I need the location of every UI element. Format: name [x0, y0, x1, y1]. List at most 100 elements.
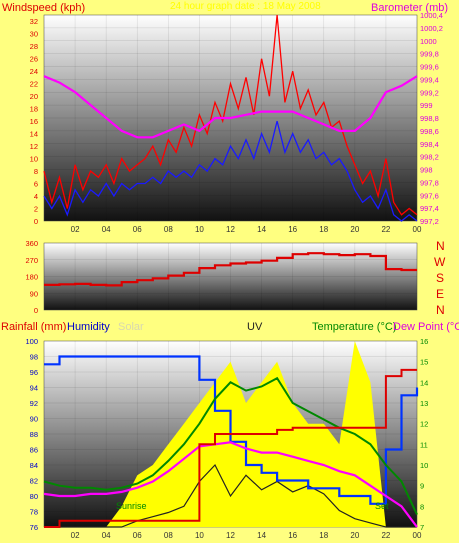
y-tick-label: 997,6: [420, 191, 439, 200]
y-tick-label: 180: [25, 273, 38, 282]
x-tick-label: 12: [226, 531, 235, 540]
y-tick-label: 16: [420, 337, 428, 346]
y-tick-label: 999: [420, 101, 433, 110]
compass-e: E: [436, 287, 444, 301]
y-tick-label: 86: [30, 446, 38, 455]
x-tick-label: 00: [413, 531, 422, 540]
x-tick-label: 12: [226, 225, 235, 234]
y-tick-label: 999,2: [420, 88, 439, 97]
y-tick-label: 2: [34, 205, 38, 214]
y-tick-label: 90: [30, 415, 38, 424]
y-tick-label: 92: [30, 399, 38, 408]
y-tick-label: 0: [34, 306, 38, 315]
x-tick-label: 08: [164, 531, 173, 540]
y-tick-label: 270: [25, 256, 38, 265]
y-tick-label: 78: [30, 508, 38, 517]
y-tick-label: 0: [34, 217, 38, 226]
y-tick-label: 28: [30, 42, 38, 51]
rainfall-line: [44, 368, 417, 528]
graph-date-title: 24 hour graph date : 18 May 2008: [170, 1, 321, 12]
y-tick-label: 997,4: [420, 204, 439, 213]
barometer-axis: 997,2 997,4 997,6 997,8 998 998,2 998,4 998,6 99…: [420, 11, 443, 226]
x-tick-label: 14: [257, 531, 266, 540]
temperature-axis: 7 8 9 10 11 12 13 14 15 16: [420, 337, 428, 532]
y-tick-label: 18: [30, 105, 38, 114]
x-tick-label: 04: [102, 225, 111, 234]
y-tick-label: 360: [25, 239, 38, 248]
x-tick-label: 08: [164, 225, 173, 234]
x-tick-label: 02: [71, 531, 80, 540]
dewpoint-line: [43, 441, 418, 528]
x-tick-label: 20: [350, 225, 359, 234]
x-tick-label: 02: [71, 225, 80, 234]
humidity-title: Humidity: [67, 321, 110, 333]
y-tick-label: 7: [420, 523, 424, 532]
y-tick-label: 997,8: [420, 178, 439, 187]
x-tick-label: 04: [102, 531, 111, 540]
y-tick-label: 84: [30, 461, 38, 470]
y-tick-label: 1000,4: [420, 11, 443, 20]
compass-n-bottom: N: [436, 303, 445, 317]
x-tick-label: 10: [195, 225, 204, 234]
barometer-line: [43, 75, 418, 139]
sunset-label: Set: [375, 501, 389, 511]
y-tick-label: 14: [30, 130, 38, 139]
wind-time-axis: 02 04 06 08 10 12 14 16 18 20 22 00: [71, 225, 422, 234]
humidity-axis: 76 78 80 82 84 86 88 90 92 94 96 98 100: [25, 337, 38, 532]
y-tick-label: 999,4: [420, 75, 439, 84]
temperature-line: [43, 376, 418, 516]
dewpoint-title: Dew Point (°C: [393, 321, 459, 333]
y-tick-label: 96: [30, 368, 38, 377]
y-tick-label: 14: [420, 378, 428, 387]
x-tick-label: 18: [319, 531, 328, 540]
y-tick-label: 15: [420, 358, 428, 367]
y-tick-label: 8: [420, 502, 424, 511]
x-tick-label: 16: [288, 531, 297, 540]
x-tick-label: 22: [381, 225, 390, 234]
y-tick-label: 30: [30, 30, 38, 39]
y-tick-label: 1000: [420, 37, 437, 46]
temperature-title: Temperature (°C): [312, 321, 396, 333]
x-tick-label: 18: [319, 225, 328, 234]
y-tick-label: 80: [30, 492, 38, 501]
x-tick-label: 00: [413, 225, 422, 234]
y-tick-label: 26: [30, 55, 38, 64]
y-tick-label: 82: [30, 477, 38, 486]
climate-time-axis: 02 04 06 08 10 12 14 16 18 20 22 00: [71, 531, 422, 540]
y-tick-label: 100: [25, 337, 38, 346]
x-tick-label: 06: [133, 225, 142, 234]
uv-line: [44, 463, 417, 528]
x-tick-label: 10: [195, 531, 204, 540]
y-tick-label: 76: [30, 523, 38, 532]
x-tick-label: 22: [381, 531, 390, 540]
compass-w: W: [434, 255, 446, 269]
direction-line: [44, 252, 417, 287]
windspeed-title: Windspeed (kph): [2, 2, 85, 14]
compass-s: S: [436, 271, 444, 285]
x-tick-label: 06: [133, 531, 142, 540]
y-tick-label: 9: [420, 482, 424, 491]
y-tick-label: 88: [30, 430, 38, 439]
y-tick-label: 94: [30, 384, 38, 393]
y-tick-label: 20: [30, 92, 38, 101]
compass-n-top: N: [436, 239, 445, 253]
rainfall-title: Rainfall (mm): [1, 321, 66, 333]
y-tick-label: 998,2: [420, 153, 439, 162]
y-tick-label: 10: [30, 155, 38, 164]
uv-title: UV: [247, 321, 263, 333]
y-tick-label: 4: [34, 192, 38, 201]
y-tick-label: 90: [30, 289, 38, 298]
y-tick-label: 12: [420, 420, 428, 429]
gust-line: [43, 120, 418, 222]
sunrise-label: Sunrise: [116, 501, 147, 511]
y-tick-label: 6: [34, 180, 38, 189]
y-tick-label: 998: [420, 166, 433, 175]
solar-title: Solar: [118, 321, 144, 333]
y-tick-label: 16: [30, 117, 38, 126]
y-tick-label: 22: [30, 80, 38, 89]
x-tick-label: 14: [257, 225, 266, 234]
y-tick-label: 999,6: [420, 63, 439, 72]
y-tick-label: 32: [30, 17, 38, 26]
